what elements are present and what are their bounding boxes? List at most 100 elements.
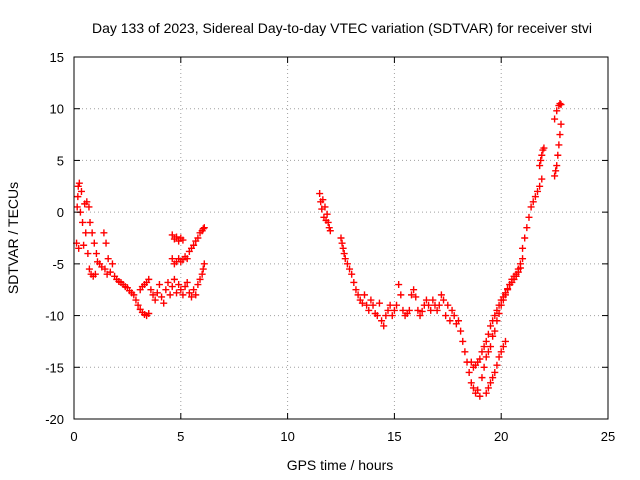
data-point (363, 301, 371, 309)
data-point (75, 244, 83, 252)
data-point (516, 264, 524, 272)
data-point (91, 270, 99, 278)
data-point (187, 293, 195, 301)
data-point (538, 175, 546, 183)
data-point (337, 234, 345, 242)
x-tick-label: 0 (70, 429, 77, 444)
data-point (476, 392, 484, 400)
data-point (326, 227, 334, 235)
data-point (437, 291, 445, 299)
data-point (352, 286, 360, 294)
data-point (478, 374, 486, 382)
data-point (175, 281, 183, 289)
data-point (427, 306, 435, 314)
data-point (461, 348, 469, 356)
data-point (454, 317, 462, 325)
data-point (556, 100, 564, 108)
data-point (104, 255, 112, 263)
data-point (168, 255, 176, 263)
data-point (106, 268, 114, 276)
data-point (192, 291, 200, 299)
data-point (553, 162, 561, 170)
data-point (435, 301, 443, 309)
data-point (484, 330, 492, 338)
data-point (480, 343, 488, 351)
data-point (531, 193, 539, 201)
data-point (153, 289, 161, 297)
data-point (418, 307, 426, 315)
data-point (365, 306, 373, 314)
data-point (504, 285, 512, 293)
data-point (77, 187, 85, 195)
data-point (536, 182, 544, 190)
data-point (90, 239, 98, 247)
data-point (200, 224, 208, 232)
data-point (200, 260, 208, 268)
data-point (480, 363, 488, 371)
data-point (321, 203, 329, 211)
data-point (338, 239, 346, 247)
data-point (467, 358, 475, 366)
data-point (538, 151, 546, 159)
data-point (484, 348, 492, 356)
data-point (168, 283, 176, 291)
data-point (540, 144, 548, 152)
data-point (501, 289, 509, 297)
data-point (554, 151, 562, 159)
data-point (388, 312, 396, 320)
data-point (82, 229, 90, 237)
data-point (390, 306, 398, 314)
data-point (173, 289, 181, 297)
x-tick-label: 15 (387, 429, 401, 444)
data-point (512, 272, 520, 280)
data-point (450, 312, 458, 320)
plot-frame (73, 56, 609, 420)
y-tick-label: 5 (57, 153, 64, 168)
data-point (557, 101, 565, 109)
data-point (557, 120, 565, 128)
data-point (395, 281, 403, 289)
data-point (101, 265, 109, 273)
data-point (85, 203, 93, 211)
data-point (519, 244, 527, 252)
data-point (384, 306, 392, 314)
data-point (190, 241, 198, 249)
data-point (440, 296, 448, 304)
data-point (350, 278, 358, 286)
y-tick-label: 15 (50, 50, 64, 65)
data-point (527, 203, 535, 211)
data-point (499, 293, 507, 301)
data-point (354, 291, 362, 299)
data-point (183, 255, 191, 263)
y-axis-title: SDTVAR / TECUs (5, 182, 21, 294)
data-point (489, 332, 497, 340)
data-point (155, 281, 163, 289)
data-point (149, 291, 157, 299)
data-point (553, 107, 561, 115)
data-point (369, 301, 377, 309)
x-tick-label: 25 (601, 429, 615, 444)
data-point (84, 250, 92, 258)
data-point (74, 182, 82, 190)
data-point (158, 293, 166, 301)
data-point (134, 301, 142, 309)
data-point (495, 301, 503, 309)
axis-ticks: 0 5 10 15 20 25 -20 -15 -10 -5 0 5 10 15 (45, 50, 615, 444)
data-point (537, 156, 545, 164)
data-point (179, 236, 187, 244)
data-point (166, 291, 174, 299)
data-point (478, 348, 486, 356)
data-point (529, 198, 537, 206)
data-point (514, 268, 522, 276)
data-point (407, 291, 415, 299)
y-tick-label: -5 (52, 257, 64, 272)
data-point (551, 172, 559, 180)
data-point (160, 299, 168, 307)
data-point (151, 296, 159, 304)
data-point (179, 291, 187, 299)
data-point (444, 301, 452, 309)
data-point (482, 389, 490, 397)
data-point (386, 301, 394, 309)
data-point (555, 141, 563, 149)
